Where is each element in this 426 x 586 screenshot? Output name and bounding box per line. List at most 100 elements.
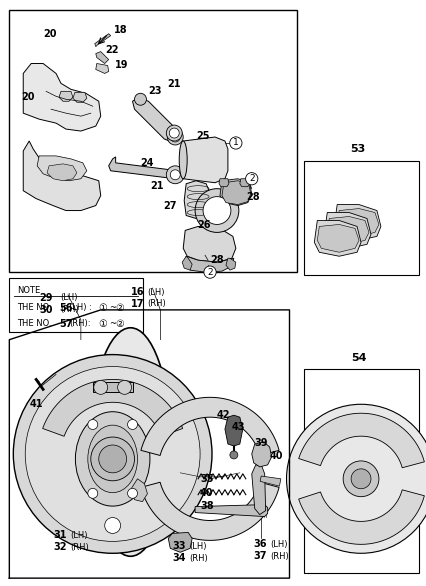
Polygon shape bbox=[59, 91, 73, 101]
Text: 40: 40 bbox=[200, 488, 213, 498]
Text: (LH): (LH) bbox=[270, 540, 288, 549]
Bar bbox=[304, 161, 417, 275]
Text: (LH): (LH) bbox=[189, 542, 206, 551]
Circle shape bbox=[91, 437, 134, 481]
Bar bbox=[9, 278, 143, 332]
Text: (RH): (RH) bbox=[270, 552, 289, 561]
Text: 18: 18 bbox=[113, 25, 127, 35]
Text: 28: 28 bbox=[210, 255, 223, 265]
Text: 26: 26 bbox=[197, 220, 210, 230]
Polygon shape bbox=[183, 226, 235, 262]
Text: (RH): (RH) bbox=[189, 554, 207, 563]
Ellipse shape bbox=[88, 425, 137, 493]
Text: THE NO.: THE NO. bbox=[17, 304, 52, 312]
Polygon shape bbox=[259, 476, 280, 486]
Circle shape bbox=[104, 517, 120, 533]
Text: 30: 30 bbox=[39, 305, 52, 315]
Polygon shape bbox=[219, 179, 251, 206]
Text: 35: 35 bbox=[200, 474, 213, 484]
Polygon shape bbox=[184, 180, 210, 219]
Text: (RH):: (RH): bbox=[69, 319, 90, 328]
Circle shape bbox=[166, 125, 182, 141]
Text: 24: 24 bbox=[140, 158, 154, 168]
Text: 16: 16 bbox=[130, 287, 144, 297]
Polygon shape bbox=[314, 220, 360, 256]
Polygon shape bbox=[337, 209, 378, 236]
Text: ①: ① bbox=[98, 303, 107, 313]
Text: 56: 56 bbox=[59, 303, 72, 313]
Text: 43: 43 bbox=[231, 422, 245, 432]
Text: THE NO.: THE NO. bbox=[17, 319, 52, 328]
Circle shape bbox=[195, 189, 238, 233]
Text: ②: ② bbox=[115, 319, 124, 329]
Polygon shape bbox=[326, 216, 368, 244]
Polygon shape bbox=[109, 157, 182, 180]
Text: 41: 41 bbox=[29, 399, 43, 409]
Polygon shape bbox=[130, 479, 147, 502]
Polygon shape bbox=[225, 258, 235, 270]
Text: ①: ① bbox=[98, 319, 107, 329]
Text: 19: 19 bbox=[114, 60, 128, 70]
Polygon shape bbox=[183, 137, 227, 183]
Polygon shape bbox=[195, 505, 267, 516]
Polygon shape bbox=[47, 164, 77, 180]
Circle shape bbox=[350, 469, 370, 489]
Text: 22: 22 bbox=[106, 45, 119, 54]
Polygon shape bbox=[92, 383, 132, 393]
Text: 29: 29 bbox=[39, 293, 52, 303]
Text: 2: 2 bbox=[207, 268, 212, 277]
Text: 38: 38 bbox=[200, 500, 213, 510]
Text: 39: 39 bbox=[254, 438, 268, 448]
Polygon shape bbox=[73, 93, 86, 102]
Text: 37: 37 bbox=[253, 551, 267, 561]
Polygon shape bbox=[95, 34, 110, 47]
Polygon shape bbox=[23, 63, 101, 131]
Polygon shape bbox=[95, 63, 109, 73]
Circle shape bbox=[25, 366, 200, 541]
Text: 36: 36 bbox=[253, 539, 267, 549]
Circle shape bbox=[127, 488, 137, 498]
Text: 28: 28 bbox=[245, 192, 259, 202]
Polygon shape bbox=[43, 380, 182, 436]
Text: 31: 31 bbox=[53, 530, 66, 540]
Polygon shape bbox=[323, 213, 370, 248]
Circle shape bbox=[167, 129, 183, 145]
Text: ~: ~ bbox=[109, 304, 115, 312]
Text: 25: 25 bbox=[196, 131, 209, 141]
Text: 20: 20 bbox=[43, 29, 57, 39]
Circle shape bbox=[88, 420, 98, 430]
Polygon shape bbox=[239, 179, 249, 187]
Text: 2: 2 bbox=[248, 174, 254, 183]
Text: 23: 23 bbox=[148, 86, 161, 96]
Polygon shape bbox=[23, 141, 101, 210]
Text: ~: ~ bbox=[109, 319, 115, 328]
Text: (LH): (LH) bbox=[70, 531, 87, 540]
Polygon shape bbox=[168, 533, 192, 552]
Text: 27: 27 bbox=[163, 200, 176, 210]
Polygon shape bbox=[317, 224, 358, 252]
Polygon shape bbox=[95, 52, 109, 63]
Circle shape bbox=[127, 420, 137, 430]
Circle shape bbox=[13, 355, 212, 553]
Polygon shape bbox=[185, 256, 233, 272]
Text: (LH): (LH) bbox=[60, 294, 78, 302]
Circle shape bbox=[134, 93, 146, 105]
Polygon shape bbox=[141, 397, 279, 455]
Text: 57: 57 bbox=[59, 319, 72, 329]
Text: 34: 34 bbox=[172, 553, 185, 563]
Text: 42: 42 bbox=[216, 410, 230, 420]
Ellipse shape bbox=[75, 412, 150, 506]
Text: 54: 54 bbox=[350, 353, 366, 363]
Polygon shape bbox=[298, 490, 423, 544]
Ellipse shape bbox=[179, 141, 187, 179]
Text: (RH): (RH) bbox=[147, 299, 166, 308]
Text: 21: 21 bbox=[150, 180, 164, 190]
Circle shape bbox=[286, 404, 426, 553]
Circle shape bbox=[343, 461, 378, 497]
Text: ②: ② bbox=[115, 303, 124, 313]
Text: (RH): (RH) bbox=[70, 543, 89, 552]
Text: 33: 33 bbox=[172, 541, 185, 551]
Polygon shape bbox=[334, 205, 380, 240]
Circle shape bbox=[170, 170, 180, 180]
Text: 20: 20 bbox=[21, 92, 35, 103]
